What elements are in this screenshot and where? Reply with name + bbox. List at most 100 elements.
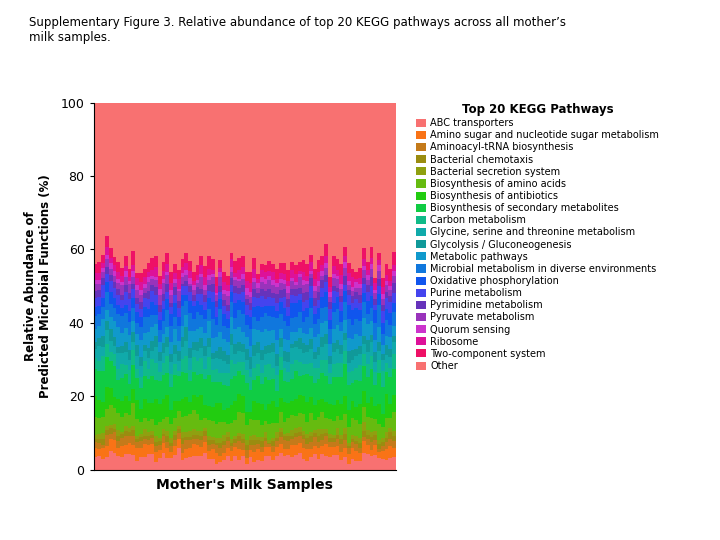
Bar bbox=[101, 439, 105, 444]
Bar bbox=[218, 260, 222, 268]
Bar bbox=[374, 455, 377, 470]
Bar bbox=[362, 284, 366, 293]
Bar bbox=[158, 305, 162, 312]
Bar bbox=[241, 456, 245, 470]
Bar bbox=[366, 402, 369, 417]
Bar bbox=[264, 432, 268, 438]
Bar bbox=[233, 280, 238, 286]
Bar bbox=[218, 292, 222, 299]
Bar bbox=[317, 300, 320, 308]
Bar bbox=[112, 288, 117, 298]
Bar bbox=[264, 354, 268, 364]
Bar bbox=[384, 298, 389, 309]
Bar bbox=[192, 439, 196, 444]
Bar bbox=[320, 288, 324, 297]
Bar bbox=[374, 293, 377, 299]
Bar bbox=[347, 338, 351, 351]
Bar bbox=[166, 284, 169, 292]
Bar bbox=[184, 449, 188, 458]
Bar bbox=[339, 439, 343, 444]
Bar bbox=[336, 439, 339, 446]
Bar bbox=[392, 252, 396, 265]
Bar bbox=[181, 273, 184, 276]
Bar bbox=[143, 345, 147, 351]
Bar bbox=[347, 103, 351, 264]
Bar bbox=[351, 103, 354, 268]
Bar bbox=[199, 256, 203, 265]
Bar bbox=[339, 284, 343, 289]
Bar bbox=[196, 431, 199, 435]
Bar bbox=[366, 292, 369, 301]
Bar bbox=[302, 333, 305, 342]
Bar bbox=[184, 286, 188, 295]
Bar bbox=[230, 267, 233, 273]
Bar bbox=[343, 448, 347, 457]
Bar bbox=[233, 273, 238, 278]
Bar bbox=[256, 403, 260, 421]
Bar bbox=[320, 454, 324, 470]
Bar bbox=[112, 308, 117, 321]
Bar bbox=[317, 442, 320, 448]
Bar bbox=[347, 410, 351, 427]
Bar bbox=[332, 274, 336, 278]
Bar bbox=[218, 422, 222, 438]
Bar bbox=[192, 429, 196, 435]
Bar bbox=[162, 399, 166, 419]
Bar bbox=[275, 294, 279, 302]
Bar bbox=[351, 325, 354, 339]
Bar bbox=[105, 345, 109, 357]
Bar bbox=[226, 363, 230, 373]
Bar bbox=[245, 281, 248, 288]
Bar bbox=[305, 374, 309, 402]
Bar bbox=[328, 343, 332, 355]
Bar bbox=[154, 103, 158, 255]
Bar bbox=[139, 282, 143, 290]
Bar bbox=[143, 293, 147, 299]
Bar bbox=[184, 315, 188, 327]
Bar bbox=[124, 455, 127, 470]
Bar bbox=[305, 444, 309, 449]
Bar bbox=[332, 435, 336, 438]
Bar bbox=[147, 317, 150, 332]
Bar bbox=[226, 408, 230, 424]
Bar bbox=[127, 349, 132, 360]
Bar bbox=[320, 429, 324, 434]
Bar bbox=[354, 368, 359, 380]
Bar bbox=[369, 265, 374, 269]
Bar bbox=[389, 325, 392, 337]
Bar bbox=[275, 287, 279, 294]
Bar bbox=[184, 397, 188, 416]
Bar bbox=[328, 329, 332, 343]
Bar bbox=[154, 295, 158, 305]
Bar bbox=[313, 383, 317, 406]
Bar bbox=[238, 327, 241, 342]
Bar bbox=[181, 294, 184, 306]
Bar bbox=[105, 255, 109, 259]
Bar bbox=[150, 376, 154, 403]
Bar bbox=[369, 321, 374, 335]
Bar bbox=[162, 261, 166, 271]
Bar bbox=[112, 276, 117, 282]
Bar bbox=[245, 305, 248, 315]
Bar bbox=[381, 305, 384, 312]
Bar bbox=[196, 103, 199, 265]
Bar bbox=[166, 430, 169, 436]
Bar bbox=[389, 357, 392, 368]
Bar bbox=[184, 269, 188, 275]
Bar bbox=[101, 272, 105, 279]
Bar bbox=[339, 444, 343, 451]
Bar bbox=[298, 427, 302, 432]
Bar bbox=[294, 303, 298, 316]
Bar bbox=[317, 417, 320, 429]
Bar bbox=[238, 300, 241, 310]
Bar bbox=[253, 451, 256, 462]
Bar bbox=[374, 323, 377, 340]
Bar bbox=[264, 377, 268, 410]
Bar bbox=[347, 281, 351, 285]
Bar bbox=[245, 425, 248, 440]
Bar bbox=[366, 417, 369, 430]
Bar bbox=[177, 317, 181, 326]
Bar bbox=[196, 456, 199, 470]
Bar bbox=[298, 312, 302, 328]
Bar bbox=[120, 285, 124, 295]
